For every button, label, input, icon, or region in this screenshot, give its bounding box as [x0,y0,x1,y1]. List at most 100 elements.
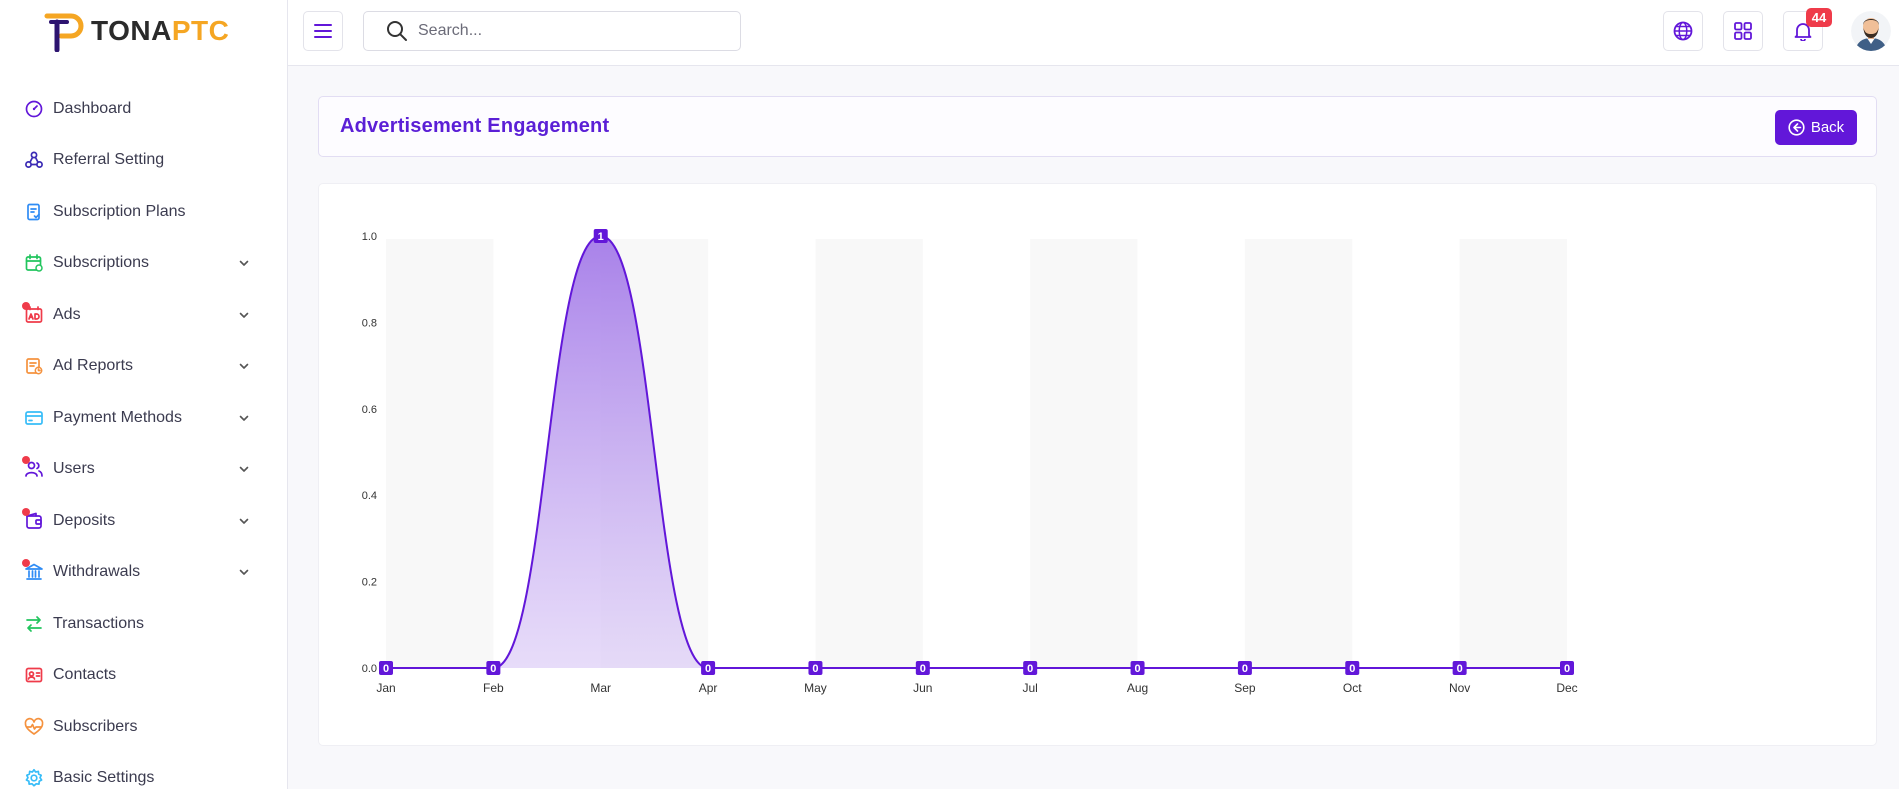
chevron-down-icon[interactable] [237,514,251,528]
sidebar-item-subscriptions[interactable]: Subscriptions [0,238,288,290]
data-point[interactable] [1023,661,1038,675]
sidebar-item-users[interactable]: Users [0,444,288,496]
arrow-left-circle-icon [1788,119,1805,136]
back-button[interactable]: Back [1775,110,1857,145]
x-tick-label: May [804,681,827,695]
x-tick-label: Jun [913,681,932,695]
bank-icon [25,563,43,581]
chevron-down-icon[interactable] [237,359,251,373]
data-label: 0 [383,663,389,675]
hamburger-icon [314,24,332,38]
sidebar-item-subscribers[interactable]: Subscribers [0,701,288,753]
page-header-card: Advertisement Engagement Back [318,96,1877,157]
series-line [385,234,1567,669]
sidebar-item-icon [24,202,44,222]
sidebar-item-basic-settings[interactable]: Basic Settings [0,753,288,789]
data-label: 0 [1242,663,1248,675]
top-header: 44 [288,0,1899,66]
chevron-down-icon[interactable] [237,565,251,579]
sidebar-item-ad-reports[interactable]: Ad Reports [0,341,288,393]
chevron-down-icon[interactable] [237,411,251,425]
brand-name-part1: TONA [91,15,172,46]
data-point[interactable] [915,661,930,675]
menu-toggle-button[interactable] [303,11,343,51]
data-label: 0 [1027,663,1033,675]
engagement-chart-card: 0.0 0.2 0.4 0.6 0.8 1.0 Jan Feb Mar Apr May Jun Jul… [318,183,1877,746]
grid-icon [1734,22,1752,40]
data-point[interactable] [1452,661,1467,675]
data-point[interactable] [808,661,823,675]
sidebar-item-ads[interactable]: Ads [0,289,288,341]
alert-dot [22,301,30,310]
y-tick-label: 1.0 [362,231,377,243]
x-tick-label: Sep [1234,681,1256,695]
referral-icon [25,151,43,169]
ad-icon [25,305,43,323]
sidebar-item-withdrawals[interactable]: Withdrawals [0,547,288,599]
notifications-button[interactable]: 44 [1783,8,1832,51]
series-area [386,236,1567,668]
data-label: 0 [1349,663,1355,675]
language-button[interactable] [1663,11,1703,51]
contact-icon [25,667,43,683]
sidebar-item-icon [22,507,44,531]
sidebar-item-deposits[interactable]: Deposits [0,495,288,547]
data-label: 0 [490,663,496,675]
x-tick-label: Apr [699,681,718,695]
data-point[interactable] [1237,661,1252,675]
data-point[interactable] [1345,661,1360,675]
x-tick-label: Mar [590,681,611,695]
sidebar-item-icon [22,301,44,325]
report-icon [26,358,43,375]
data-point[interactable] [1130,661,1145,675]
data-point[interactable] [486,661,501,675]
data-point[interactable] [379,661,393,675]
sidebar-item-label: Contacts [53,666,117,684]
gear-icon [25,769,43,787]
sidebar-nav: Dashboard Referral Setting Subscription Pl… [0,83,288,789]
sidebar-item-icon [24,768,44,788]
search-input[interactable] [418,22,718,40]
sidebar-item-subscription-plans[interactable]: Subscription Plans [0,186,288,238]
chevron-down-icon[interactable] [237,256,251,270]
data-label: 0 [1564,663,1570,675]
calendar-icon [25,254,43,272]
brand-logo[interactable]: TONAPTC [43,10,229,52]
sidebar-item-contacts[interactable]: Contacts [0,650,288,702]
sidebar-item-dashboard[interactable]: Dashboard [0,83,288,135]
sidebar-item-icon [22,456,44,479]
sidebar-item-icon [24,356,44,376]
data-point[interactable] [701,661,716,675]
sidebar-item-referral-setting[interactable]: Referral Setting [0,135,288,187]
users-icon [25,461,43,478]
sidebar-item-icon [24,717,44,737]
alert-dot [22,507,30,516]
x-tick-label: Aug [1127,681,1148,695]
sidebar-item-payment-methods[interactable]: Payment Methods [0,392,288,444]
engagement-area-chart: 0.0 0.2 0.4 0.6 0.8 1.0 Jan Feb Mar Apr May Jun Jul… [362,229,1578,695]
y-tick-label: 0.4 [362,490,377,502]
data-point[interactable] [1560,661,1574,675]
alert-dot [22,559,30,568]
card-icon [25,410,43,425]
sidebar-item-label: Subscriptions [53,254,150,272]
apps-button[interactable] [1723,11,1763,51]
search-box[interactable] [363,11,741,51]
user-avatar[interactable] [1851,11,1891,51]
x-tick-label: Jan [376,681,395,695]
chevron-down-icon[interactable] [237,308,251,322]
sidebar-item-label: Withdrawals [53,563,141,581]
sidebar-item-label: Referral Setting [53,151,165,169]
sidebar-item-icon [24,99,44,119]
brand-name: TONAPTC [91,15,229,47]
sidebar-item-label: Ads [53,305,81,323]
chevron-down-icon[interactable] [237,462,251,476]
grid-band [1030,239,1138,668]
sidebar-item-label: Deposits [53,511,116,529]
data-label: 0 [1457,663,1463,675]
back-button-label: Back [1810,119,1845,136]
notification-badge: 44 [1806,8,1832,27]
data-point[interactable] [593,229,608,243]
x-tick-label: Feb [483,681,504,695]
sidebar-item-transactions[interactable]: Transactions [0,598,288,650]
